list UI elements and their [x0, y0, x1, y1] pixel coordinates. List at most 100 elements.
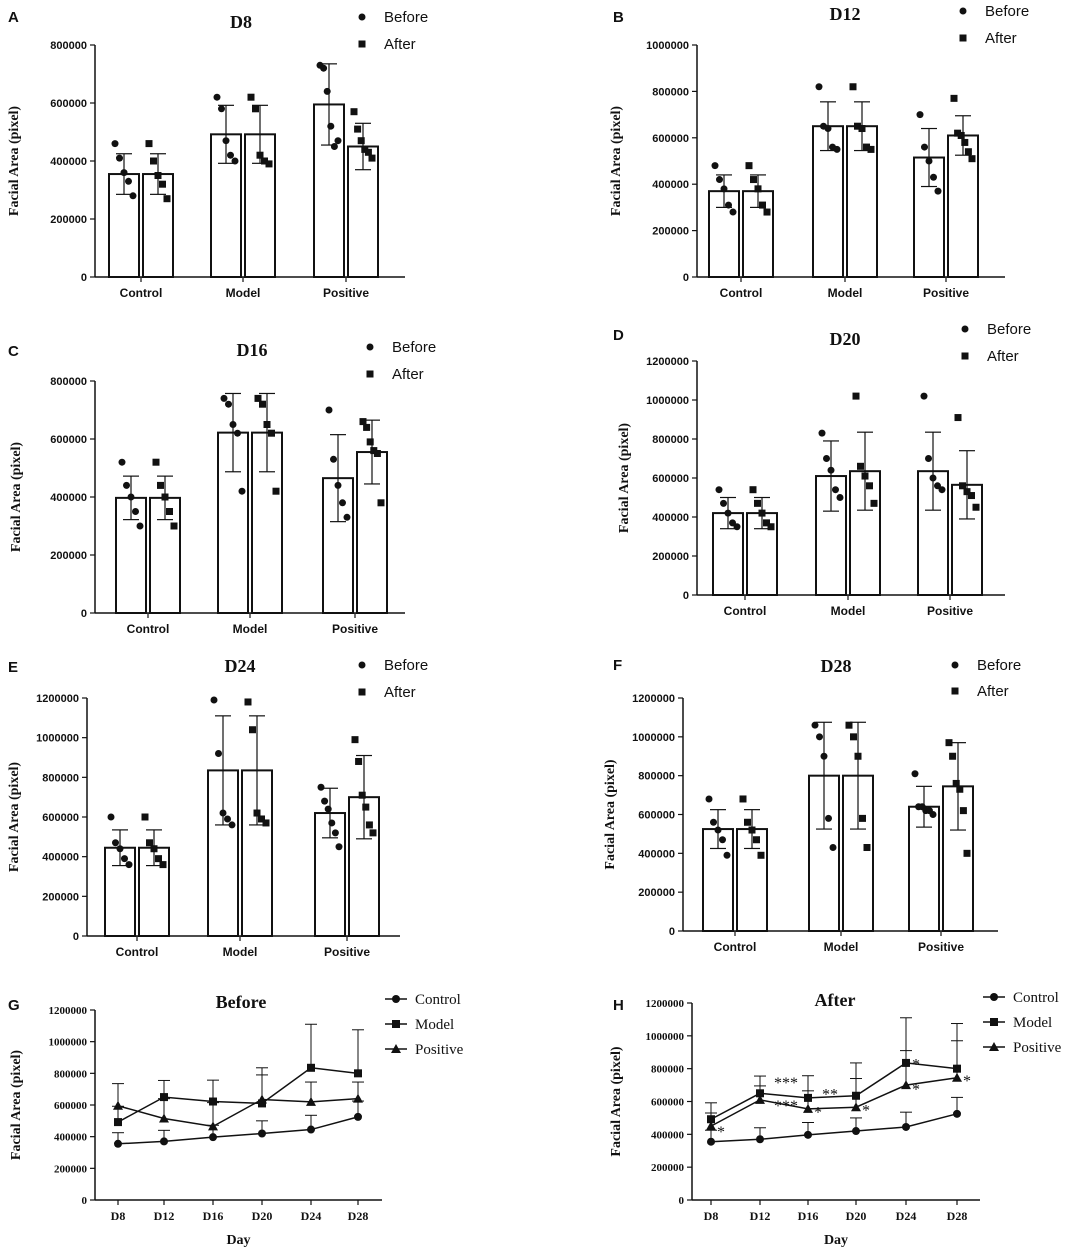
data-point — [306, 1096, 316, 1106]
y-axis-label: Facial Area (pixel) — [9, 1050, 24, 1160]
panel-letter: G — [8, 997, 20, 1014]
series-line — [117, 1116, 359, 1145]
data-point — [850, 733, 857, 741]
data-point — [957, 131, 965, 139]
legend-marker — [366, 343, 374, 351]
data-point — [952, 779, 960, 787]
data-point — [861, 472, 869, 480]
y-tick-label: 200000 — [652, 226, 689, 238]
data-point — [949, 752, 957, 760]
data-point — [820, 752, 828, 760]
y-tick-label: 0 — [683, 272, 689, 284]
legend-label: After — [384, 36, 416, 53]
data-point — [258, 815, 265, 823]
x-tick-label: D8 — [704, 1209, 719, 1223]
legend-label: Before — [384, 9, 428, 26]
data-point — [259, 400, 266, 408]
significance-mark: * — [963, 1073, 971, 1090]
data-point — [261, 157, 268, 165]
chart-title: D12 — [830, 4, 861, 24]
data-point — [350, 108, 358, 116]
data-point — [354, 1112, 362, 1121]
data-point — [224, 815, 231, 823]
data-point — [921, 143, 928, 151]
data-point — [754, 185, 762, 193]
data-point — [107, 813, 115, 821]
data-point — [824, 125, 832, 133]
y-tick-label: 0 — [81, 608, 87, 620]
y-tick-label: 400000 — [50, 492, 87, 504]
legend-marker — [392, 1020, 400, 1028]
x-axis-label: Day — [226, 1233, 250, 1248]
data-point — [750, 176, 757, 184]
data-point — [351, 736, 359, 744]
legend-marker — [951, 687, 959, 695]
panel-letter: C — [8, 343, 19, 360]
data-point — [854, 752, 862, 760]
data-point — [756, 1135, 764, 1144]
data-point — [307, 1063, 315, 1072]
bar — [347, 145, 379, 278]
data-point — [244, 698, 252, 706]
data-point — [213, 93, 221, 101]
data-point — [114, 1139, 122, 1148]
data-point — [961, 138, 969, 146]
x-tick-label: Positive — [324, 945, 370, 959]
y-tick-label: 400000 — [54, 1132, 88, 1144]
data-point — [327, 122, 335, 130]
legend-label: Before — [987, 321, 1031, 338]
data-point — [116, 154, 123, 162]
data-point — [363, 423, 371, 431]
y-tick-label: 600000 — [42, 812, 79, 824]
data-point — [753, 836, 760, 844]
data-point — [373, 450, 381, 457]
data-point — [866, 482, 873, 490]
data-point — [125, 177, 132, 185]
y-tick-label: 600000 — [638, 810, 675, 822]
data-point — [136, 522, 144, 530]
data-point — [366, 438, 374, 446]
panel-letter: B — [613, 9, 624, 26]
x-tick-label: D12 — [750, 1209, 771, 1223]
data-point — [911, 770, 919, 778]
data-point — [238, 487, 246, 495]
y-tick-label: 1000000 — [632, 732, 675, 744]
data-point — [220, 394, 228, 402]
data-point — [934, 187, 942, 195]
y-tick-label: 800000 — [652, 86, 689, 98]
data-point — [262, 819, 270, 827]
significance-mark: * — [814, 1104, 822, 1121]
data-point — [125, 861, 133, 869]
y-tick-label: 200000 — [42, 891, 79, 903]
data-point — [209, 1133, 217, 1142]
x-tick-label: Positive — [332, 622, 378, 636]
data-point — [357, 137, 365, 145]
chart-title: D8 — [230, 12, 252, 32]
legend-label: Control — [415, 992, 461, 1008]
data-point — [112, 839, 119, 847]
x-tick-label: Control — [724, 604, 767, 618]
y-tick-label: 1200000 — [632, 693, 675, 705]
legend-marker — [961, 325, 969, 333]
data-point — [129, 192, 137, 200]
data-point — [141, 813, 149, 821]
data-point — [343, 513, 351, 521]
data-point — [320, 64, 328, 72]
data-point — [952, 1072, 962, 1082]
significance-mark: * — [717, 1124, 725, 1141]
significance-mark: * — [912, 1057, 920, 1074]
data-point — [118, 458, 126, 466]
data-point — [767, 523, 775, 531]
data-point — [711, 162, 719, 170]
data-point — [272, 487, 280, 495]
data-point — [209, 1097, 217, 1106]
y-tick-label: 0 — [81, 272, 87, 284]
legend-marker — [358, 661, 366, 669]
data-point — [818, 429, 826, 437]
significance-mark: *** — [774, 1098, 798, 1115]
panel-a: A D8 0 200000 400000 600000 800000 Facial Area … — [7, 9, 428, 300]
x-tick-label: Positive — [918, 940, 964, 954]
data-point — [335, 843, 343, 851]
bar — [313, 103, 345, 278]
